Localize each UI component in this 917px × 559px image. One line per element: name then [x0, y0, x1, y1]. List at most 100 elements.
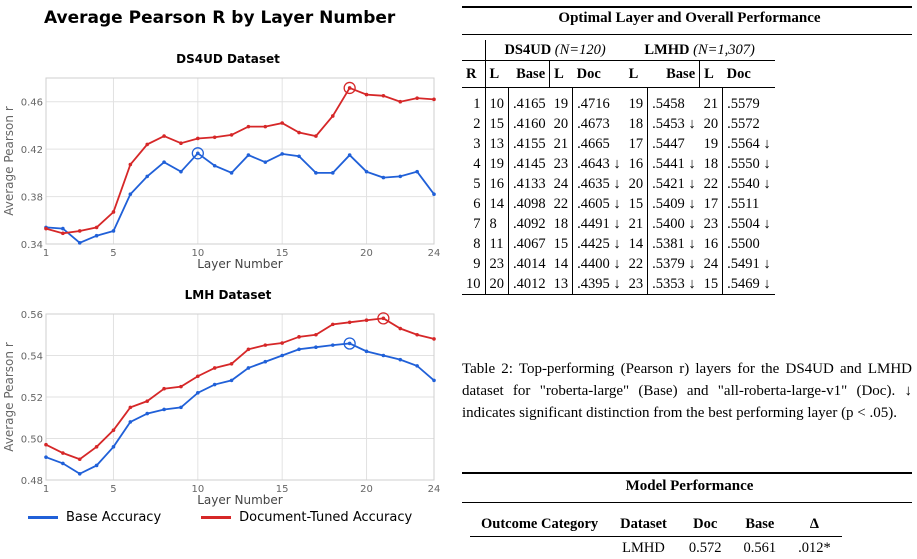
- table2-cell: .5500: [723, 234, 775, 254]
- data-point: [145, 399, 149, 403]
- data-point: [348, 86, 352, 90]
- data-point: [179, 141, 183, 145]
- data-point: [415, 170, 419, 174]
- data-point: [247, 153, 251, 157]
- table2-cell: .5381 ↓: [648, 234, 700, 254]
- chart1-title: DS4UD Dataset: [28, 52, 428, 66]
- table2-cell: .4160: [509, 114, 550, 134]
- table2-cell: .4067: [509, 234, 550, 254]
- table2-cell: 23: [485, 254, 509, 274]
- table2-cell: 18: [550, 214, 573, 234]
- data-point: [78, 457, 82, 461]
- table2-group-ds4ud: DS4UD (N=120): [485, 40, 625, 61]
- table2-cell: .5409 ↓: [648, 194, 700, 214]
- data-point: [382, 354, 386, 358]
- data-point: [112, 445, 116, 449]
- data-point: [331, 114, 335, 118]
- table2-cell: 15: [625, 194, 648, 214]
- table2-cell: 14: [485, 194, 509, 214]
- data-point: [196, 137, 200, 141]
- table2-cell: .4716: [573, 88, 625, 115]
- table2-cell: 14: [550, 254, 573, 274]
- table2-cell: 3: [462, 134, 485, 154]
- data-point: [314, 171, 318, 175]
- table2-cell: .5469 ↓: [723, 274, 775, 295]
- table2-cell: .4635 ↓: [573, 174, 625, 194]
- data-point: [78, 241, 82, 245]
- x-tick-label: 24: [428, 248, 441, 259]
- data-point: [314, 333, 318, 337]
- series-line-base: [46, 343, 434, 473]
- table2-cell: 17: [700, 194, 723, 214]
- table2-cell: 19: [550, 88, 573, 115]
- legend-item-base: Base Accuracy: [28, 510, 161, 525]
- y-tick-label: 0.54: [21, 352, 43, 363]
- data-point: [61, 227, 65, 231]
- data-point: [213, 366, 217, 370]
- series-line-doc: [46, 88, 434, 233]
- data-point: [365, 318, 369, 322]
- y-tick-label: 0.48: [21, 476, 43, 487]
- data-point: [415, 364, 419, 368]
- table2-header-cell: L: [625, 61, 648, 88]
- data-point: [112, 428, 116, 432]
- table2-title: Optimal Layer and Overall Performance: [462, 10, 917, 27]
- x-tick-label: 1: [43, 248, 49, 259]
- y-tick-label: 0.34: [21, 240, 43, 251]
- table2-cell: .4014: [509, 254, 550, 274]
- table2-cell: 22: [700, 174, 723, 194]
- table2-cell: 20: [550, 114, 573, 134]
- table2-cell: 2: [462, 114, 485, 134]
- data-point: [162, 160, 166, 164]
- table2-cell: 20: [700, 114, 723, 134]
- data-point: [331, 323, 335, 327]
- data-point: [365, 170, 369, 174]
- legend-swatch-doc: [201, 516, 231, 519]
- table2-cell: .5504 ↓: [723, 214, 775, 234]
- table2-cell: 23: [550, 154, 573, 174]
- data-point: [162, 134, 166, 138]
- table2-cell: 16: [485, 174, 509, 194]
- table2-cell: .4133: [509, 174, 550, 194]
- table2-cell: 10: [462, 274, 485, 295]
- table2-header-cell: Doc: [723, 61, 775, 88]
- table2-cell: 18: [700, 154, 723, 174]
- table2-cell: 21: [625, 214, 648, 234]
- table2-cell: 24: [550, 174, 573, 194]
- data-point: [129, 192, 133, 196]
- chart-legend: Base Accuracy Document-Tuned Accuracy: [28, 510, 452, 525]
- table2-cell: .5447: [648, 134, 700, 154]
- table2-cell: .5564 ↓: [723, 134, 775, 154]
- data-point: [213, 135, 217, 139]
- table3-cell: LMHD: [609, 537, 678, 559]
- table2-cell: .5453 ↓: [648, 114, 700, 134]
- data-point: [129, 406, 133, 410]
- data-point: [432, 337, 436, 341]
- data-point: [44, 455, 48, 459]
- data-point: [331, 343, 335, 347]
- table2-cell: .4400 ↓: [573, 254, 625, 274]
- data-point: [78, 472, 82, 476]
- series-line-base: [46, 153, 434, 243]
- data-point: [264, 343, 268, 347]
- table2-header-cell: L: [700, 61, 723, 88]
- table2-group-lmhd: LMHD (N=1,307): [625, 40, 775, 61]
- data-point: [297, 347, 301, 351]
- data-point: [382, 176, 386, 180]
- data-point: [196, 151, 200, 155]
- data-point: [280, 354, 284, 358]
- data-point: [331, 171, 335, 175]
- data-point: [348, 153, 352, 157]
- data-point: [348, 342, 352, 346]
- table2-cell: .5572: [723, 114, 775, 134]
- data-point: [314, 134, 318, 138]
- table3-cell: [470, 537, 609, 559]
- y-tick-label: 0.50: [21, 435, 43, 446]
- table2-cell: 13: [550, 274, 573, 295]
- table2-cell: 8: [462, 234, 485, 254]
